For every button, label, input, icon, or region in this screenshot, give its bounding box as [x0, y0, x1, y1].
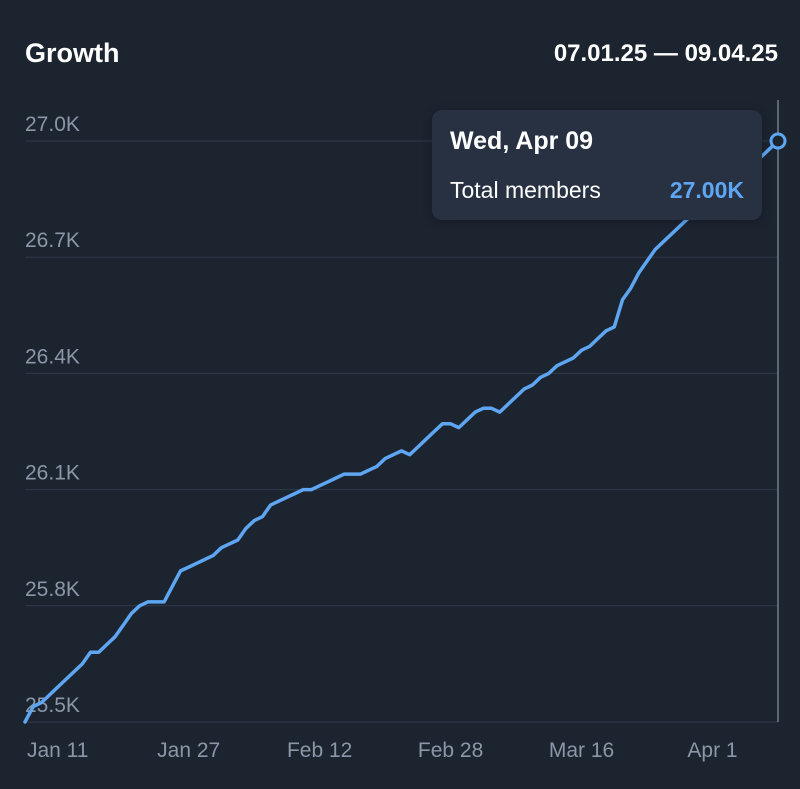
y-tick-label: 25.8K [25, 578, 80, 601]
date-range-selector[interactable]: 07.01.25 — 09.04.25 [553, 40, 778, 67]
tooltip-date: Wed, Apr 09 [450, 127, 594, 155]
tooltip-series-label: Total members [450, 177, 601, 203]
y-tick-label: 26.4K [25, 345, 80, 368]
y-axis-ticks: 25.5K 25.8K 26.1K 26.4K 26.7K 27.0K [25, 113, 80, 717]
y-tick-label: 26.1K [25, 462, 80, 485]
x-tick-label: Mar 16 [549, 739, 614, 762]
y-tick-label: 25.5K [25, 694, 80, 717]
grid-lines [25, 140, 778, 723]
x-tick-label: Jan 27 [157, 739, 220, 762]
chart-title: Growth [25, 38, 120, 68]
x-tick-label: Apr 1 [687, 739, 737, 762]
x-tick-label: Feb 12 [287, 739, 352, 762]
series-line-total-members[interactable] [23, 139, 780, 724]
x-tick-label: Jan 11 [27, 739, 89, 762]
chart-header: Growth 07.01.25 — 09.04.25 [0, 0, 800, 100]
x-tick-label: Feb 28 [418, 739, 483, 762]
hover-point-marker[interactable] [769, 132, 787, 150]
tooltip-series-value: 27.00K [669, 177, 744, 203]
x-axis-ticks: Jan 11 Jan 27 Feb 12 Feb 28 Mar 16 Apr 1 [27, 739, 738, 762]
y-tick-label: 26.7K [25, 229, 80, 252]
y-tick-label: 27.0K [25, 113, 80, 136]
hover-tooltip: Wed, Apr 09 Total members 27.00K [432, 110, 762, 220]
